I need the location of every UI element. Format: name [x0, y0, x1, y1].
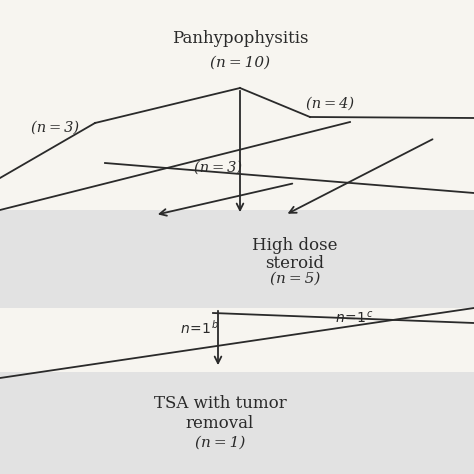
Text: Panhypophysitis: Panhypophysitis [172, 29, 308, 46]
Text: (n = 3): (n = 3) [194, 161, 242, 175]
Text: (n = 1): (n = 1) [195, 436, 245, 450]
Text: (n = 3): (n = 3) [31, 121, 79, 135]
Text: $n\!=\!1^{\,b}$: $n\!=\!1^{\,b}$ [180, 319, 220, 337]
Text: steroid: steroid [265, 255, 325, 272]
Text: TSA with tumor: TSA with tumor [154, 394, 286, 411]
Bar [0, 210, 474, 308]
Bar [0, 372, 474, 474]
Text: (n = 10): (n = 10) [210, 56, 270, 70]
Text: $n\!=\!1^{\,c}$: $n\!=\!1^{\,c}$ [336, 310, 374, 326]
Text: (n = 5): (n = 5) [270, 272, 320, 286]
Text: removal: removal [186, 414, 254, 431]
Text: (n = 4): (n = 4) [306, 97, 354, 111]
Text: High dose: High dose [252, 237, 338, 254]
